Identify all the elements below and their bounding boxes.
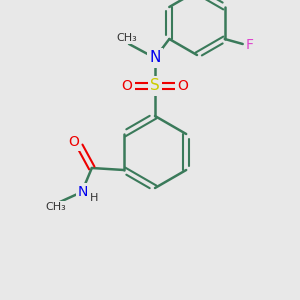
Text: N: N [78, 185, 88, 199]
Text: S: S [150, 79, 160, 94]
Text: N: N [149, 50, 161, 65]
Text: H: H [90, 193, 98, 203]
Text: O: O [122, 79, 132, 93]
Text: CH₃: CH₃ [45, 202, 66, 212]
Text: O: O [178, 79, 188, 93]
Text: CH₃: CH₃ [117, 33, 137, 43]
Text: O: O [68, 135, 79, 149]
Text: F: F [246, 38, 254, 52]
